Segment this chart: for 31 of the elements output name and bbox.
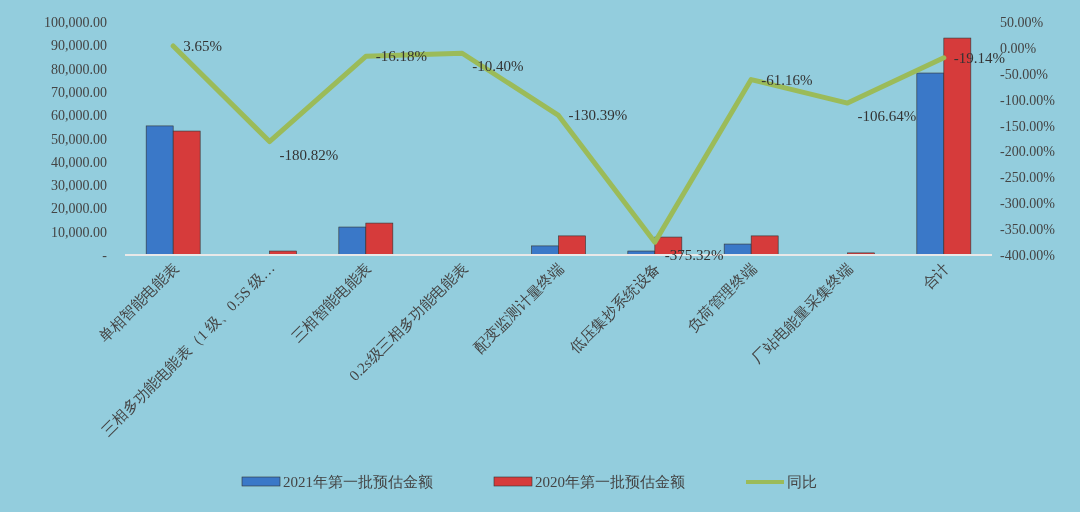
y-tick-label: 70,000.00 [51, 84, 107, 100]
legend-label: 2020年第一批预估金额 [535, 474, 685, 490]
y2-tick-label: -150.00% [1000, 118, 1056, 134]
data-label: -180.82% [279, 146, 339, 163]
y2-tick-label: -200.00% [1000, 144, 1056, 160]
y-tick-label: 90,000.00 [51, 38, 107, 54]
y-tick-label: 50,000.00 [51, 131, 107, 147]
data-label: -61.16% [761, 71, 813, 88]
y2-tick-label: -300.00% [1000, 196, 1056, 212]
y-tick-label: 80,000.00 [51, 61, 107, 77]
y2-tick-label: -250.00% [1000, 170, 1056, 186]
legend-label: 2021年第一批预估金额 [283, 474, 433, 490]
y-tick-label: 10,000.00 [51, 224, 107, 240]
x-tick-label: 低压集抄系统设备 [566, 259, 663, 356]
y-tick-label: 20,000.00 [51, 201, 107, 217]
data-label: -106.64% [857, 108, 917, 125]
data-label: -130.39% [568, 107, 628, 124]
y2-tick-label: -400.00% [1000, 248, 1056, 263]
y2-tick-label: 50.00% [1000, 15, 1044, 30]
y-tick-label: 40,000.00 [51, 154, 107, 170]
data-label: 3.65% [183, 38, 222, 54]
x-tick-label: 配变监测计量终端 [470, 259, 567, 356]
y-tick-label: 60,000.00 [51, 108, 107, 124]
legend-label: 同比 [787, 474, 817, 490]
x-tick-label: 合计 [919, 259, 952, 293]
y2-tick-label: -50.00% [1000, 66, 1049, 82]
y2-tick-label: -100.00% [1000, 92, 1056, 108]
x-tick-label: 三相智能电能表 [288, 259, 374, 346]
y-tick-label: 30,000.00 [51, 178, 107, 194]
y-tick-label: 100,000.00 [44, 15, 107, 30]
y2-tick-label: -350.00% [1000, 222, 1056, 238]
